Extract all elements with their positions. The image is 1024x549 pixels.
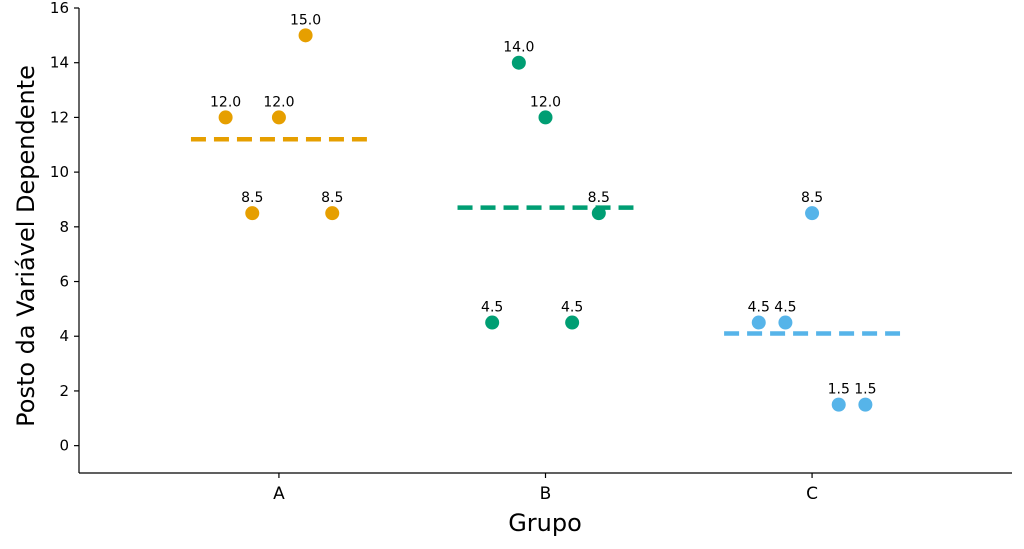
data-label: 8.5 [321, 190, 343, 206]
mean-lines [190, 137, 901, 336]
data-label: 4.5 [561, 300, 583, 316]
x-axis-title: Grupo [508, 509, 582, 537]
x-tick-label: C [806, 484, 818, 504]
data-points [218, 28, 873, 412]
data-point [591, 206, 606, 221]
y-tick-label: 2 [59, 382, 69, 400]
data-point [858, 397, 873, 412]
y-ticks: 0 2 4 6 8 10 12 14 16 [50, 0, 79, 455]
data-label: 12.0 [263, 94, 294, 110]
data-point [271, 110, 286, 125]
data-label: 1.5 [828, 382, 850, 398]
data-point [538, 110, 553, 125]
y-tick-label: 14 [50, 54, 69, 72]
y-tick-label: 0 [59, 437, 69, 455]
data-point [805, 206, 820, 221]
data-label: 8.5 [588, 190, 610, 206]
data-point [245, 206, 260, 221]
x-tick-label: A [273, 484, 285, 504]
data-label: 4.5 [481, 300, 503, 316]
data-point [218, 110, 233, 125]
data-label: 1.5 [854, 382, 876, 398]
data-label: 12.0 [530, 94, 561, 110]
data-point [325, 206, 340, 221]
data-point [565, 315, 580, 330]
x-ticks: A B C [273, 473, 818, 504]
data-label: 12.0 [210, 94, 241, 110]
y-tick-label: 10 [50, 163, 69, 181]
data-labels: 12.0 12.015.08.5 8.514.012.08.54.5 4.58.54.… [210, 12, 876, 397]
data-point [751, 315, 766, 330]
data-label: 14.0 [503, 40, 534, 56]
y-tick-label: 6 [59, 273, 69, 291]
data-label: 8.5 [241, 190, 263, 206]
y-tick-label: 8 [59, 218, 69, 236]
y-tick-label: 12 [50, 108, 69, 126]
data-point [485, 315, 500, 330]
y-axis-title: Posto da Variável Dependente [12, 65, 40, 427]
data-label: 4.5 [748, 300, 770, 316]
data-point [831, 397, 846, 412]
data-label: 15.0 [290, 12, 321, 28]
y-tick-label: 4 [59, 327, 69, 345]
x-tick-label: B [540, 484, 552, 504]
data-point [511, 55, 526, 70]
data-point [778, 315, 793, 330]
data-label: 4.5 [774, 300, 796, 316]
data-point [298, 28, 313, 43]
data-label: 8.5 [801, 190, 823, 206]
y-tick-label: 16 [50, 0, 69, 17]
